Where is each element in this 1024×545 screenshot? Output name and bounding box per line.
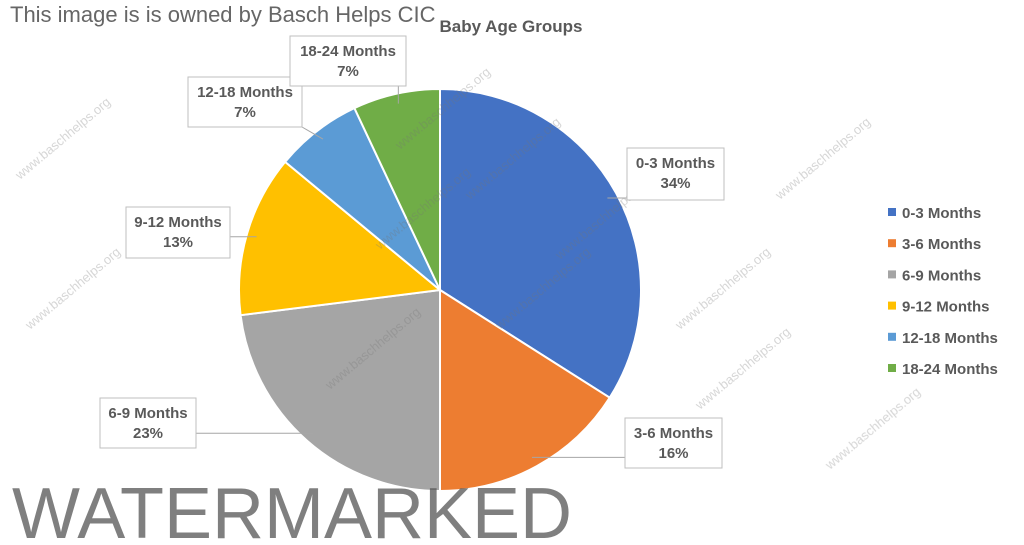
legend-item-3: 9-12 Months: [888, 299, 990, 316]
legend-swatch: [888, 332, 896, 341]
legend: 0-3 Months 3-6 Months 6-9 Months 9-12 Month…: [888, 205, 998, 378]
data-label-value: 13%: [163, 234, 193, 251]
data-label-1: 3-6 Months 16%: [532, 417, 723, 469]
legend-item-5: 18-24 Months: [888, 361, 998, 378]
data-label-value: 23%: [133, 425, 163, 442]
watermark-tile: www.baschhelps.org: [772, 114, 874, 203]
legend-item-2: 6-9 Months: [888, 267, 981, 284]
legend-swatch: [888, 270, 896, 279]
data-label-5: 18-24 Months 7%: [289, 35, 407, 104]
data-label-value: 34%: [660, 175, 690, 192]
legend-label: 3-6 Months: [902, 236, 981, 253]
data-label-value: 7%: [234, 104, 256, 121]
legend-swatch: [888, 364, 896, 372]
legend-label: 18-24 Months: [902, 361, 998, 378]
data-label-0: 0-3 Months 34%: [607, 147, 725, 201]
data-label-category: 18-24 Months: [300, 43, 396, 60]
data-label-category: 0-3 Months: [636, 155, 715, 172]
pie-slice-1: [439, 288, 612, 493]
data-label-category: 9-12 Months: [134, 214, 222, 231]
watermark-tile: www.baschhelps.org: [822, 384, 924, 473]
legend-label: 9-12 Months: [902, 299, 990, 316]
watermark-tile: www.baschhelps.org: [692, 324, 794, 413]
pie-slice-2: [239, 288, 441, 493]
data-label-value: 16%: [658, 445, 688, 462]
legend-item-0: 0-3 Months: [888, 205, 981, 222]
pie-slice-3: [238, 160, 443, 317]
legend-swatch: [888, 208, 896, 216]
watermark-tile: www.baschhelps.org: [12, 94, 114, 183]
pie-slice-0: [439, 87, 642, 400]
data-label-4: 12-18 Months 7%: [187, 76, 324, 140]
legend-swatch: [888, 239, 896, 248]
pie-slice-5: [353, 87, 441, 291]
watermark-tile: www.baschhelps.org: [672, 244, 774, 333]
data-label-category: 12-18 Months: [197, 84, 293, 101]
chart-title: Baby Age Groups: [440, 17, 583, 36]
data-label-3: 9-12 Months 13%: [125, 206, 257, 259]
legend-label: 12-18 Months: [902, 330, 998, 347]
leader-line: [301, 126, 324, 140]
legend-item-1: 3-6 Months: [888, 236, 981, 253]
watermark-tile: www.baschhelps.org: [22, 244, 124, 333]
legend-swatch: [888, 301, 896, 310]
legend-label: 6-9 Months: [902, 267, 981, 284]
legend-item-4: 12-18 Months: [888, 330, 998, 347]
watermark-owner-text: This image is is owned by Basch Helps CI…: [10, 2, 436, 27]
data-label-2: 6-9 Months 23%: [99, 397, 314, 449]
data-label-value: 7%: [337, 63, 359, 80]
legend-label: 0-3 Months: [902, 205, 981, 222]
data-label-category: 6-9 Months: [108, 405, 187, 422]
watermark-text: WATERMARKED: [12, 474, 572, 545]
data-label-category: 3-6 Months: [634, 425, 713, 442]
